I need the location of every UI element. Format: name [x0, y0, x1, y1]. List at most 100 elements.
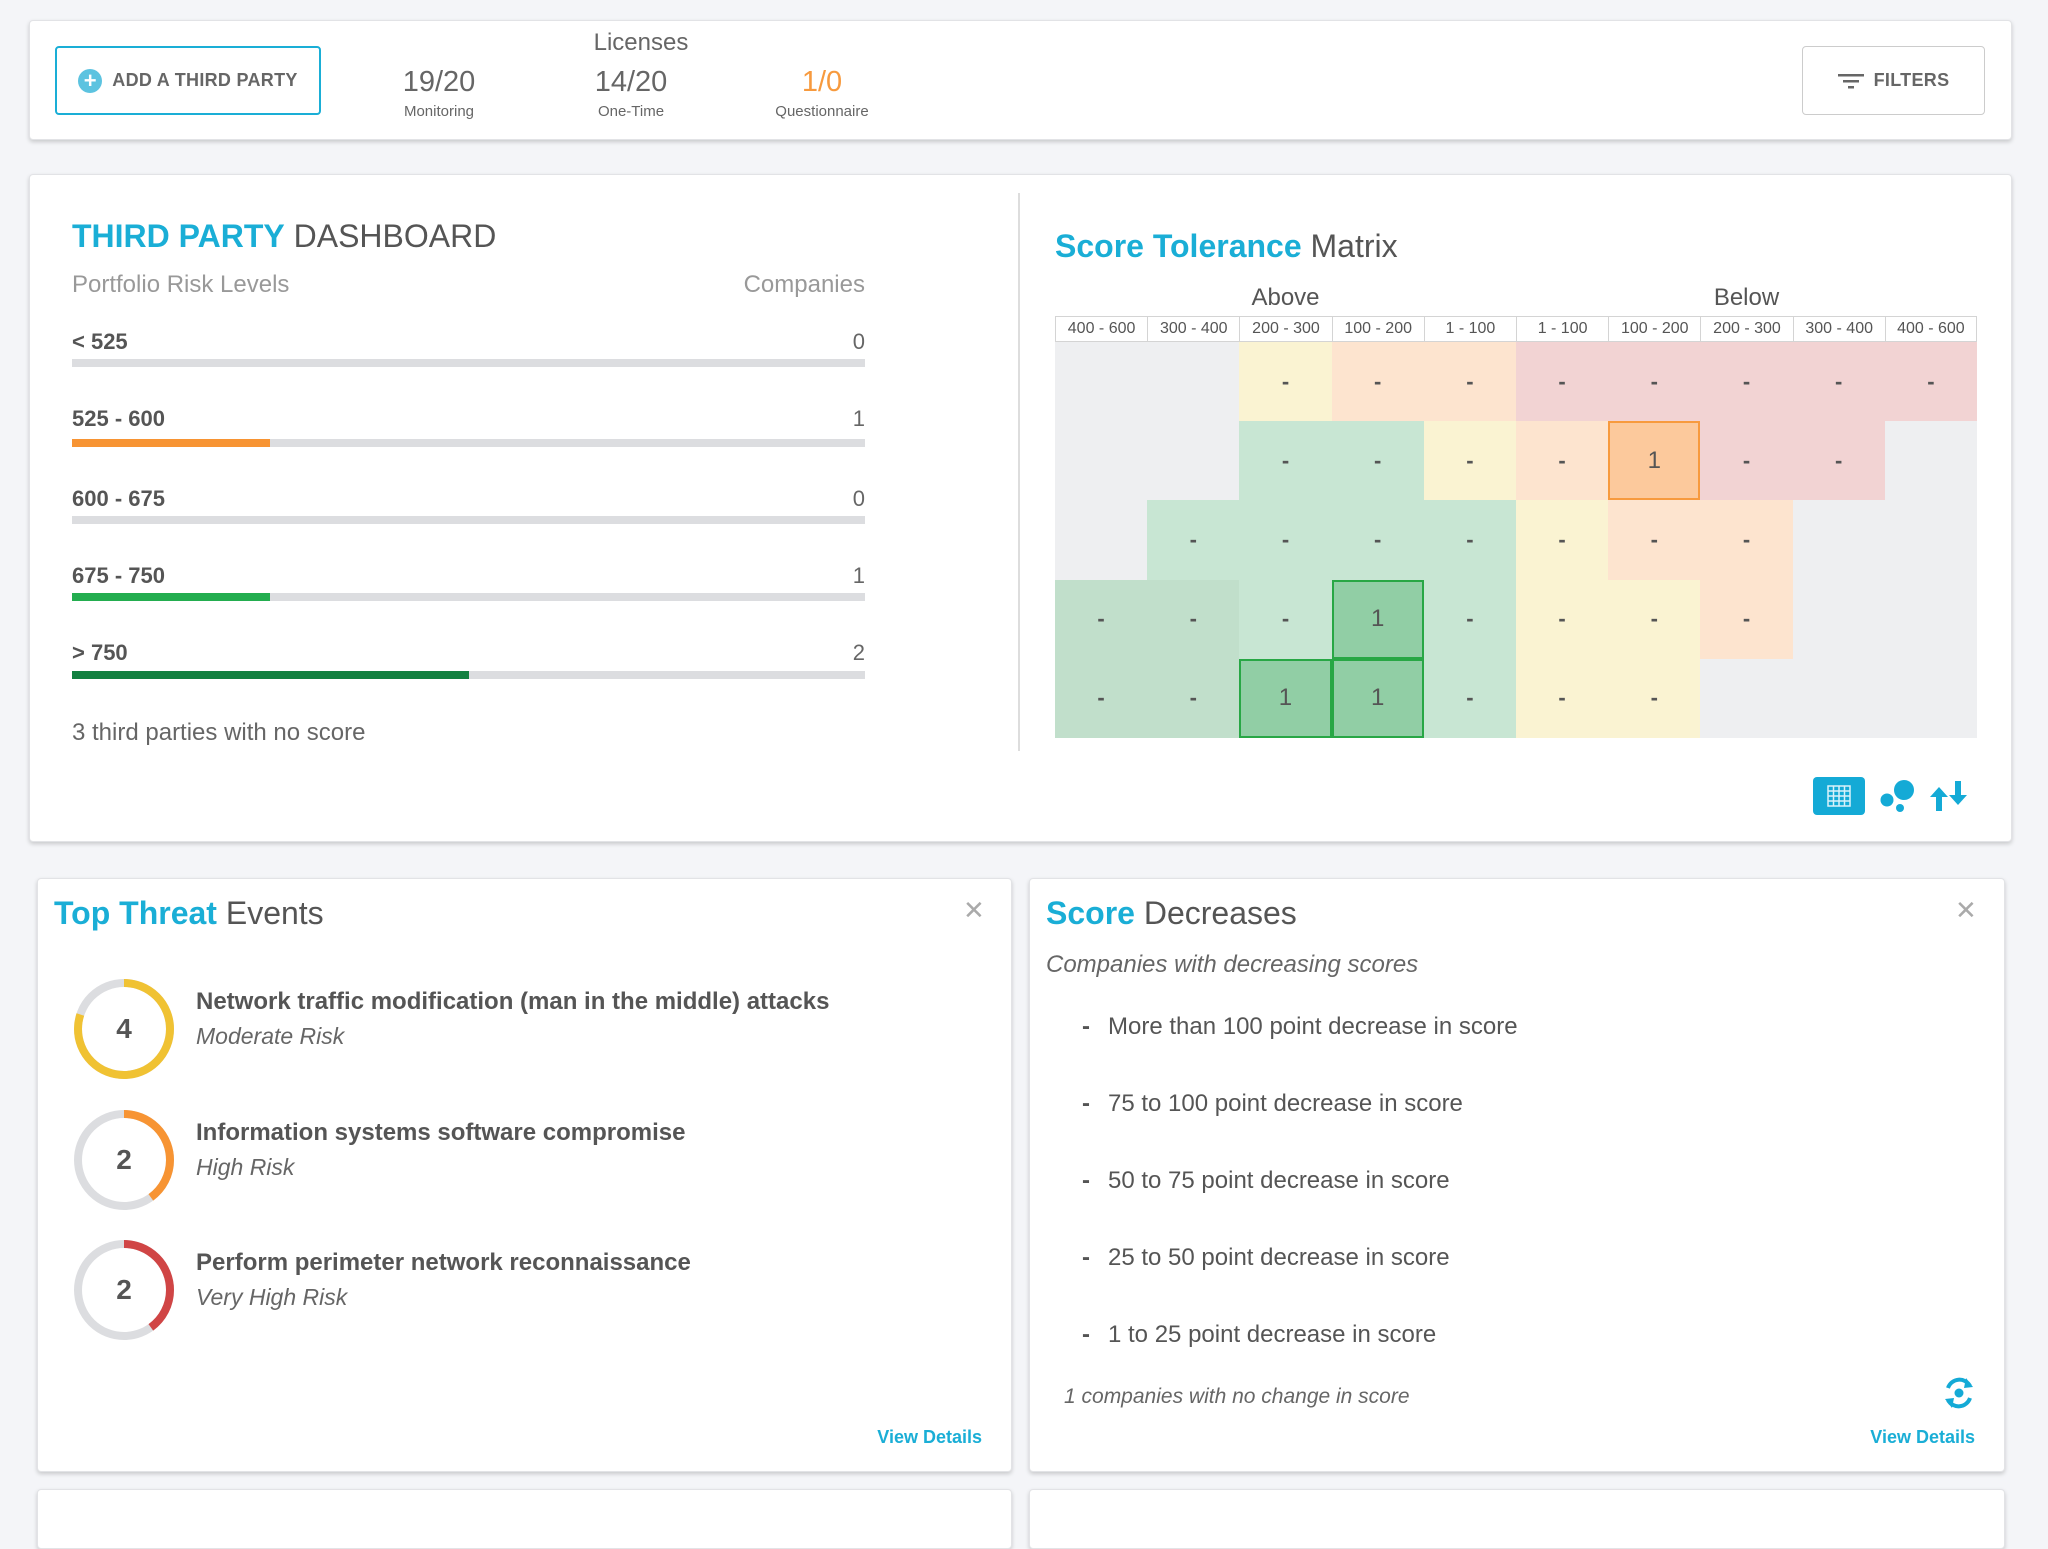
- matrix-column-header: 100 - 200: [1608, 316, 1701, 342]
- risk-level-count: 0: [852, 486, 865, 511]
- view-toggle: [1813, 777, 1969, 815]
- matrix-cell: -: [1239, 421, 1332, 501]
- license-value: 19/20: [402, 66, 476, 98]
- filters-label: FILTERS: [1873, 70, 1950, 90]
- decrease-item-label: 25 to 50 point decrease in score: [1108, 1244, 1450, 1271]
- license-monitoring: 19/20 Monitoring: [339, 66, 539, 120]
- matrix-cell: -: [1884, 342, 1977, 422]
- threats-title-accent: Top Threat: [54, 895, 217, 931]
- close-icon[interactable]: ✕: [1955, 895, 1977, 925]
- matrix-cell: -: [1700, 500, 1793, 580]
- plus-circle-icon: +: [78, 68, 103, 93]
- matrix-column-header: 1 - 100: [1516, 316, 1609, 342]
- next-card-left: [37, 1489, 1012, 1549]
- matrix-cell-count[interactable]: 1: [1331, 658, 1424, 738]
- license-type: Questionnaire: [775, 103, 869, 120]
- risk-level-count: 1: [852, 563, 865, 588]
- matrix-cell: [1147, 421, 1240, 501]
- refresh-icon[interactable]: [1940, 1374, 1978, 1412]
- license-type: One-Time: [597, 103, 665, 120]
- matrix-cell: -: [1516, 342, 1609, 422]
- filter-icon: [1837, 73, 1864, 88]
- decrease-item[interactable]: -50 to 75 point decrease in score: [1082, 1167, 1450, 1195]
- matrix-title-rest: Matrix: [1301, 228, 1398, 264]
- risk-level-count: 0: [852, 329, 865, 354]
- matrix-cell: -: [1423, 342, 1516, 422]
- matrix-cell: -: [1055, 579, 1148, 659]
- decrease-item[interactable]: -25 to 50 point decrease in score: [1082, 1244, 1450, 1272]
- ring-fill: [74, 979, 174, 1079]
- grid-icon[interactable]: [1813, 777, 1865, 815]
- matrix-cell: [1792, 658, 1885, 738]
- next-card-right: [1029, 1489, 2005, 1549]
- license-questionnaire: 1/0 Questionnaire: [722, 66, 922, 120]
- matrix-column-header: 200 - 300: [1700, 316, 1793, 342]
- add-third-party-button[interactable]: + ADD A THIRD PARTY: [55, 46, 321, 115]
- matrix-cell: -: [1423, 500, 1516, 580]
- matrix-cell-count[interactable]: 1: [1331, 579, 1424, 659]
- matrix-cell: [1055, 421, 1148, 501]
- licenses-label: Licenses: [593, 29, 689, 56]
- risk-level-label: 675 - 750: [72, 563, 165, 588]
- decrease-item[interactable]: - More than 100 point decrease in score: [1082, 1013, 1518, 1041]
- matrix-cell-count[interactable]: 1: [1608, 421, 1701, 501]
- risk-level-bar-fill: [72, 671, 469, 679]
- matrix-cell: -: [1516, 658, 1609, 738]
- decreases-view-details-link[interactable]: View Details: [1870, 1427, 1975, 1447]
- matrix-cell: -: [1608, 342, 1701, 422]
- matrix-title-accent: Score Tolerance: [1055, 228, 1302, 264]
- risk-level-bar-fill: [72, 593, 271, 601]
- license-one-time: 14/20 One-Time: [531, 66, 731, 120]
- risk-level-label: < 525: [72, 329, 128, 354]
- top-threats-card: [37, 878, 1012, 1472]
- decrease-item-label: 50 to 75 point decrease in score: [1108, 1167, 1450, 1194]
- decrease-item-label: 75 to 100 point decrease in score: [1108, 1090, 1463, 1117]
- companies-header: Companies: [743, 271, 865, 298]
- ring-fill: [74, 1110, 174, 1210]
- ring-fill: [74, 1240, 174, 1340]
- decrease-item-label: More than 100 point decrease in score: [1108, 1013, 1518, 1040]
- matrix-cell: -: [1700, 579, 1793, 659]
- threat-title[interactable]: Perform perimeter network reconnaissance: [196, 1249, 691, 1276]
- matrix-cell-count[interactable]: 1: [1239, 658, 1332, 738]
- matrix-cell: -: [1147, 500, 1240, 580]
- matrix-cell: -: [1423, 579, 1516, 659]
- matrix-cell: [1700, 658, 1793, 738]
- threats-title-rest: Events: [216, 895, 324, 931]
- decreases-title: Score Decreases: [1046, 895, 1297, 932]
- matrix-cell: [1055, 500, 1148, 580]
- matrix-cell: -: [1608, 500, 1701, 580]
- dashboard-title-accent: THIRD PARTY: [72, 218, 285, 254]
- bullet-dash: -: [1082, 1013, 1090, 1040]
- matrix-cell: -: [1608, 579, 1701, 659]
- score-decreases-card: [1029, 878, 2005, 1472]
- dashboard-title: THIRD PARTY DASHBOARD: [72, 218, 496, 255]
- risk-level-bar: [72, 671, 865, 679]
- filters-button[interactable]: FILTERS: [1802, 46, 1985, 115]
- bullet-dash: -: [1082, 1321, 1090, 1348]
- threat-risk-level: High Risk: [196, 1154, 295, 1180]
- license-value: 1/0: [801, 66, 843, 98]
- matrix-cell: -: [1147, 658, 1240, 738]
- matrix-cell: -: [1331, 342, 1424, 422]
- threats-view-details-link[interactable]: View Details: [877, 1427, 982, 1447]
- license-bar: [29, 20, 2012, 140]
- sort-arrows-icon[interactable]: [1929, 779, 1969, 813]
- close-icon[interactable]: ✕: [963, 895, 985, 925]
- matrix-cell: -: [1792, 421, 1885, 501]
- bullet-dash: -: [1082, 1090, 1090, 1117]
- threat-title[interactable]: Network traffic modification (man in the…: [196, 988, 830, 1015]
- bubble-icon[interactable]: [1879, 779, 1915, 813]
- risk-level-label: 525 - 600: [72, 406, 165, 431]
- levels-header: Portfolio Risk Levels: [72, 271, 290, 298]
- decrease-item[interactable]: -75 to 100 point decrease in score: [1082, 1090, 1463, 1118]
- matrix-cell: -: [1055, 658, 1148, 738]
- no-change-text: 1 companies with no change in score: [1064, 1385, 1410, 1408]
- threat-title[interactable]: Information systems software compromise: [196, 1119, 686, 1146]
- matrix-cell: -: [1792, 342, 1885, 422]
- matrix-cell: -: [1331, 500, 1424, 580]
- decrease-item[interactable]: -1 to 25 point decrease in score: [1082, 1321, 1436, 1349]
- matrix-cell: [1884, 579, 1977, 659]
- no-score-text: 3 third parties with no score: [72, 719, 366, 746]
- risk-level-count: 2: [852, 640, 865, 665]
